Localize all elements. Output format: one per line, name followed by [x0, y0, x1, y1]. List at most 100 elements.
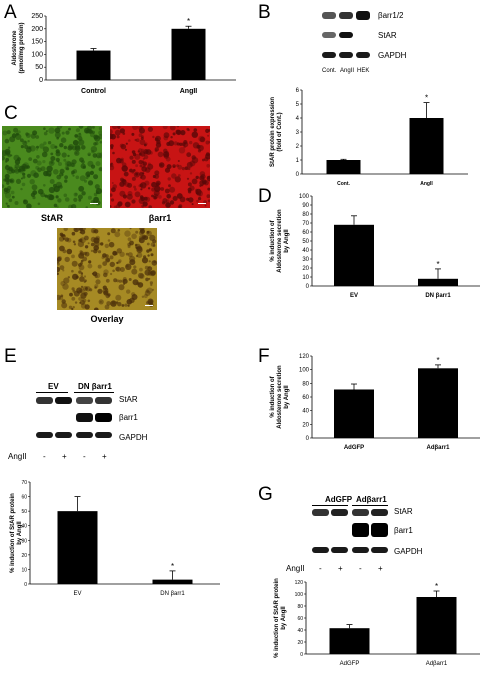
y-tick-label: 0	[306, 284, 310, 290]
x-tick-label: Adβarr1	[426, 445, 450, 451]
y-tick-label: 40	[21, 524, 27, 530]
y-tick-label: 30	[302, 257, 309, 263]
y-tick-label: 20	[297, 640, 303, 646]
significance-marker: *	[425, 94, 428, 103]
y-tick-label: 40	[302, 248, 309, 254]
y-axis-label: (fold of Cont.)	[277, 112, 283, 151]
micrograph-barr1	[110, 126, 210, 208]
blot-label-row: GAPDH	[119, 433, 148, 442]
bar	[334, 224, 374, 286]
y-tick-label: 0	[296, 172, 300, 178]
micrograph-label: StAR	[41, 213, 63, 223]
y-tick-label: 80	[302, 381, 309, 387]
y-tick-label: 70	[21, 480, 27, 486]
treatment-sign: +	[378, 564, 383, 573]
y-tick-label: 20	[21, 553, 27, 559]
y-tick-label: 0	[24, 582, 27, 588]
micrograph-label: βarr1	[148, 213, 172, 223]
x-tick-label: AngII	[180, 88, 198, 95]
y-axis-label: by AngII	[17, 521, 23, 545]
bar	[76, 50, 111, 80]
y-axis-label: % induction of	[270, 219, 276, 261]
y-axis-label: StAR protein expression	[270, 97, 276, 167]
y-tick-label: 30	[21, 538, 27, 544]
y-tick-label: 250	[31, 13, 43, 20]
blot-label-row: βarr1/2	[378, 11, 404, 20]
panel-letter-b: B	[258, 2, 271, 23]
bar	[418, 368, 458, 438]
y-axis-label: % induction of StAR protein	[274, 578, 280, 658]
significance-marker: *	[436, 356, 439, 365]
y-tick-label: 100	[31, 51, 43, 58]
blot-label-row: GAPDH	[378, 51, 407, 60]
y-tick-label: 100	[299, 194, 310, 200]
y-tick-label: 100	[299, 368, 310, 374]
y-axis-label: Aldosterone secretion	[277, 209, 283, 273]
y-tick-label: 200	[31, 26, 43, 33]
blot-band	[322, 32, 336, 38]
y-tick-label: 80	[302, 212, 309, 218]
treatment-sign: -	[359, 564, 362, 573]
x-tick-label: Adβarr1	[426, 661, 448, 667]
blot-band	[322, 52, 336, 58]
significance-marker: *	[171, 562, 174, 571]
treatment-sign: +	[62, 452, 67, 461]
blot-group-label: AdGFP	[325, 495, 353, 504]
x-tick-label: AngII	[420, 181, 433, 187]
x-tick-label: AdGFP	[344, 445, 364, 451]
bar	[171, 28, 206, 80]
treatment-label: AngII	[286, 564, 305, 573]
panel-letter-e: E	[4, 346, 17, 367]
blot-label-row: StAR	[119, 395, 138, 404]
x-tick-label: DN βarr1	[160, 591, 185, 597]
x-tick-label: Cont.	[337, 181, 350, 187]
treatment-sign: -	[83, 452, 86, 461]
micrograph-label: Overlay	[90, 314, 124, 324]
blot-label-row: StAR	[378, 31, 397, 40]
treatment-sign: -	[319, 564, 322, 573]
y-tick-label: 60	[21, 495, 27, 501]
blot-lane-label: Cont.	[322, 68, 337, 74]
significance-marker: *	[435, 582, 438, 591]
blot-group-label: DN βarr1	[78, 382, 112, 391]
y-tick-label: 10	[302, 275, 309, 281]
y-tick-label: 20	[302, 266, 309, 272]
treatment-sign: -	[43, 452, 46, 461]
y-tick-label: 40	[302, 409, 309, 415]
blot-band	[356, 11, 370, 20]
y-tick-label: 6	[296, 88, 300, 94]
bar	[409, 118, 444, 174]
western-blot-b	[322, 8, 372, 68]
bar	[329, 628, 370, 654]
blot-band	[339, 12, 353, 19]
blot-band	[339, 52, 353, 58]
y-tick-label: 0	[300, 652, 303, 658]
y-axis-label: % induction of	[270, 375, 276, 417]
blot-lane-label: AngII	[340, 68, 355, 74]
blot-label-row: βarr1	[394, 526, 413, 535]
panel-letter-a: A	[4, 2, 17, 23]
bar	[416, 597, 457, 654]
y-tick-label: 10	[21, 567, 27, 573]
y-tick-label: 1	[296, 158, 300, 164]
blot-band	[322, 12, 336, 19]
panel-letter-f: F	[258, 346, 270, 367]
blot-band	[339, 32, 353, 38]
micrograph-overlay	[57, 228, 157, 310]
y-tick-label: 0	[39, 77, 43, 84]
x-tick-label: DN βarr1	[425, 293, 451, 299]
y-tick-label: 70	[302, 221, 309, 227]
western-blot-e	[36, 395, 116, 447]
micrograph-star	[2, 126, 102, 208]
significance-marker: *	[187, 17, 190, 26]
y-axis-label: Aldosterone	[12, 30, 18, 66]
y-tick-label: 60	[302, 395, 309, 401]
y-axis-label: by AngII	[284, 385, 290, 409]
blot-group-label: EV	[48, 382, 59, 391]
y-axis-label: by AngII	[284, 229, 290, 253]
bar	[334, 389, 374, 438]
y-tick-label: 0	[306, 436, 310, 442]
x-tick-label: EV	[73, 591, 81, 597]
x-tick-label: AdGFP	[340, 661, 360, 667]
blot-label-row: StAR	[394, 507, 413, 516]
